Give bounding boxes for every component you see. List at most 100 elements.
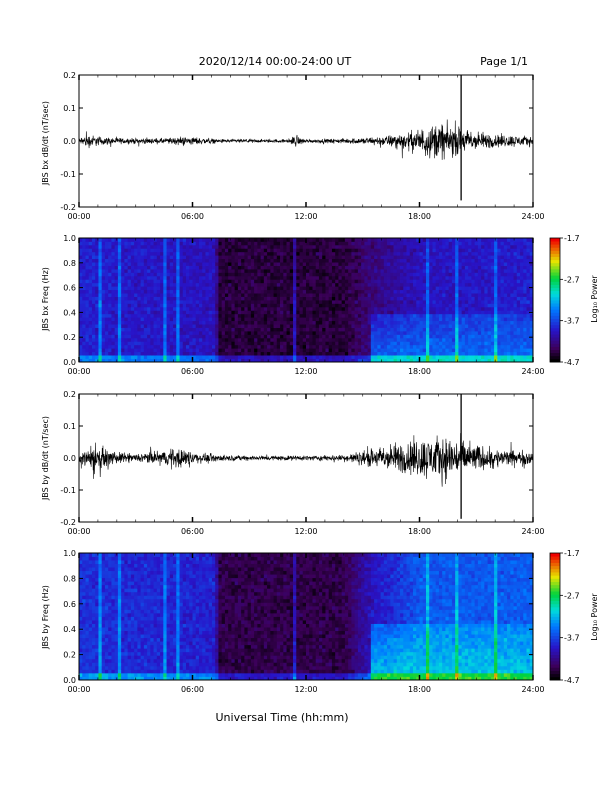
- heatmap-cell: [111, 272, 116, 277]
- heatmap-cell: [189, 303, 193, 308]
- heatmap-cell: [283, 251, 287, 256]
- heatmap-cell: [263, 355, 268, 359]
- heatmap-cell: [354, 317, 359, 322]
- heatmap-cell: [481, 251, 485, 256]
- heatmap-cell: [481, 334, 485, 339]
- heatmap-cell: [130, 358, 135, 363]
- heatmap-cell: [263, 282, 268, 287]
- heatmap-cell: [114, 296, 119, 301]
- heatmap-cell: [422, 306, 427, 311]
- heatmap-cell: [260, 303, 265, 308]
- heatmap-cell: [218, 272, 223, 277]
- heatmap-cell: [250, 255, 255, 260]
- heatmap-cell: [458, 296, 463, 301]
- heatmap-cell: [114, 293, 119, 297]
- heatmap-cell: [409, 241, 414, 246]
- heatmap-cell: [134, 348, 138, 353]
- heatmap-cell: [322, 334, 326, 339]
- heatmap-cell: [296, 344, 300, 349]
- heatmap-cell: [309, 286, 313, 291]
- heatmap-cell: [484, 344, 488, 349]
- heatmap-cell: [296, 279, 300, 284]
- heatmap-cell: [173, 282, 177, 287]
- heatmap-cell: [293, 258, 297, 263]
- heatmap-cell: [121, 289, 125, 294]
- heatmap-cell: [254, 306, 258, 311]
- heatmap-cell: [273, 251, 278, 256]
- heatmap-cell: [364, 306, 369, 311]
- heatmap-cell: [182, 334, 187, 339]
- heatmap-cell: [318, 282, 323, 287]
- heatmap-cell: [250, 341, 255, 346]
- heatmap-cell: [208, 248, 213, 253]
- heatmap-cell: [490, 272, 495, 277]
- heatmap-cell: [481, 293, 485, 297]
- heatmap-cell: [341, 317, 346, 322]
- heatmap-cell: [273, 265, 278, 270]
- heatmap-cell: [176, 279, 180, 284]
- heatmap-cell: [383, 320, 388, 325]
- heatmap-cell: [257, 337, 261, 342]
- heatmap-cell: [357, 348, 362, 353]
- heatmap-cell: [289, 251, 294, 256]
- heatmap-cell: [400, 258, 404, 263]
- heatmap-cell: [273, 279, 278, 284]
- heatmap-cell: [406, 344, 411, 349]
- heatmap-cell: [306, 348, 310, 353]
- heatmap-cell: [312, 348, 317, 353]
- heatmap-cell: [88, 313, 93, 318]
- heatmap-cell: [211, 310, 216, 315]
- heatmap-cell: [280, 265, 284, 270]
- heatmap-cell: [169, 262, 174, 266]
- heatmap-cell: [88, 327, 93, 332]
- heatmap-cell: [150, 238, 154, 242]
- heatmap-cell: [484, 241, 488, 246]
- heatmap-cell: [205, 344, 210, 349]
- heatmap-cell: [416, 272, 420, 277]
- heatmap-cell: [211, 331, 216, 335]
- heatmap-cell: [91, 355, 96, 359]
- heatmap-cell: [497, 282, 501, 287]
- heatmap-cell: [409, 262, 414, 266]
- heatmap-cell: [507, 351, 511, 356]
- heatmap-cell: [237, 344, 242, 349]
- heatmap-cell: [448, 272, 453, 277]
- heatmap-cell: [338, 258, 343, 263]
- heatmap-cell: [461, 272, 466, 277]
- heatmap-cell: [166, 279, 171, 284]
- heatmap-cell: [270, 275, 274, 280]
- heatmap-cell: [322, 344, 326, 349]
- heatmap-cell: [409, 265, 414, 270]
- heatmap-cell: [211, 238, 216, 242]
- heatmap-cell: [500, 293, 505, 297]
- heatmap-cell: [487, 334, 492, 339]
- heatmap-cell: [91, 279, 96, 284]
- heatmap-cell: [490, 300, 495, 304]
- heatmap-cell: [435, 248, 440, 253]
- heatmap-cell: [400, 348, 404, 353]
- heatmap-cell: [416, 279, 420, 284]
- heatmap-cell: [377, 351, 381, 356]
- heatmap-cell: [82, 272, 86, 277]
- heatmap-cell: [331, 262, 336, 266]
- heatmap-cell: [296, 262, 300, 266]
- heatmap-cell: [461, 327, 466, 332]
- heatmap-cell: [400, 331, 404, 335]
- heatmap-cell: [111, 341, 116, 346]
- heatmap-cell: [169, 251, 174, 256]
- heatmap-cell: [82, 289, 86, 294]
- heatmap-cell: [237, 310, 242, 315]
- heatmap-cell: [461, 300, 466, 304]
- heatmap-cell: [315, 306, 320, 311]
- heatmap-cell: [117, 248, 122, 253]
- heatmap-cell: [390, 310, 394, 315]
- heatmap-cell: [468, 251, 472, 256]
- heatmap-cell: [147, 317, 151, 322]
- heatmap-cell: [432, 282, 437, 287]
- heatmap-cell: [117, 334, 122, 339]
- heatmap-cell: [481, 296, 485, 301]
- heatmap-cell: [361, 355, 365, 359]
- heatmap-cell: [254, 282, 258, 287]
- heatmap-cell: [228, 300, 232, 304]
- heatmap-cell: [221, 286, 226, 291]
